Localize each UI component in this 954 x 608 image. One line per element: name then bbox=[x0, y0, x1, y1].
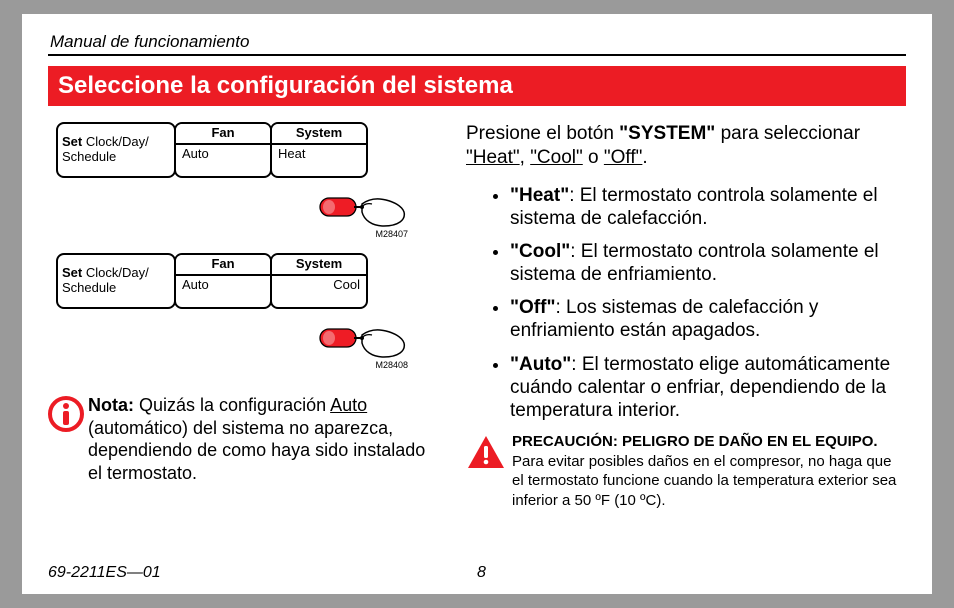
manual-page: Manual de funcionamiento Seleccione la c… bbox=[22, 14, 932, 594]
page-footer: 69-2211ES—01 8 bbox=[48, 564, 906, 582]
right-column: Presione el botón "SYSTEM" para seleccio… bbox=[448, 122, 906, 564]
cell-fan: Fan Auto bbox=[174, 253, 272, 309]
cell-set: Set Clock/Day/ Schedule bbox=[56, 122, 176, 178]
cell-set: Set Clock/Day/ Schedule bbox=[56, 253, 176, 309]
cell-fan: Fan Auto bbox=[174, 122, 272, 178]
system-value: Heat bbox=[272, 145, 366, 176]
warning-icon bbox=[466, 432, 512, 510]
fan-value: Auto bbox=[176, 145, 270, 176]
warning-block: PRECAUCIÓN: PELIGRO DE DAÑO EN EL EQUIPO… bbox=[466, 432, 906, 510]
section-title: Seleccione la configuración del sistema bbox=[48, 66, 906, 106]
press-graphic bbox=[48, 186, 448, 231]
system-header: System bbox=[272, 124, 366, 145]
page-number: 8 bbox=[477, 564, 906, 582]
left-column: Set Clock/Day/ Schedule Fan Auto System … bbox=[48, 122, 448, 564]
figure-number: M28407 bbox=[48, 229, 448, 239]
fan-header: Fan bbox=[176, 255, 270, 276]
fan-value: Auto bbox=[176, 276, 270, 307]
info-icon bbox=[48, 394, 88, 484]
hand-press-icon bbox=[318, 186, 408, 231]
content-columns: Set Clock/Day/ Schedule Fan Auto System … bbox=[48, 122, 906, 564]
warning-text: PRECAUCIÓN: PELIGRO DE DAÑO EN EL EQUIPO… bbox=[512, 432, 906, 510]
cell-system: System Heat bbox=[270, 122, 368, 178]
document-number: 69-2211ES—01 bbox=[48, 564, 477, 582]
system-value: Cool bbox=[272, 276, 366, 307]
intro-paragraph: Presione el botón "SYSTEM" para seleccio… bbox=[466, 122, 906, 170]
system-header: System bbox=[272, 255, 366, 276]
modes-list: "Heat": El termostato controla solamente… bbox=[466, 184, 906, 423]
fan-header: Fan bbox=[176, 124, 270, 145]
thermostat-diagram-cool: Set Clock/Day/ Schedule Fan Auto System … bbox=[48, 253, 448, 378]
mode-cool: "Cool": El termostato controla solamente… bbox=[510, 240, 906, 286]
lcd-row: Set Clock/Day/ Schedule Fan Auto System … bbox=[56, 253, 448, 309]
figure-number: M28408 bbox=[48, 360, 448, 370]
hand-press-icon bbox=[318, 317, 408, 362]
thermostat-diagram-heat: Set Clock/Day/ Schedule Fan Auto System … bbox=[48, 122, 448, 247]
note-block: Nota: Quizás la configuración Auto (auto… bbox=[48, 394, 448, 484]
lcd-row: Set Clock/Day/ Schedule Fan Auto System … bbox=[56, 122, 448, 178]
mode-auto: "Auto": El termostato elige automáticame… bbox=[510, 353, 906, 423]
cell-system: System Cool bbox=[270, 253, 368, 309]
note-text: Nota: Quizás la configuración Auto (auto… bbox=[88, 394, 444, 484]
mode-off: "Off": Los sistemas de calefacción y enf… bbox=[510, 296, 906, 342]
press-graphic bbox=[48, 317, 448, 362]
manual-title: Manual de funcionamiento bbox=[48, 32, 906, 52]
mode-heat: "Heat": El termostato controla solamente… bbox=[510, 184, 906, 230]
divider bbox=[48, 54, 906, 56]
